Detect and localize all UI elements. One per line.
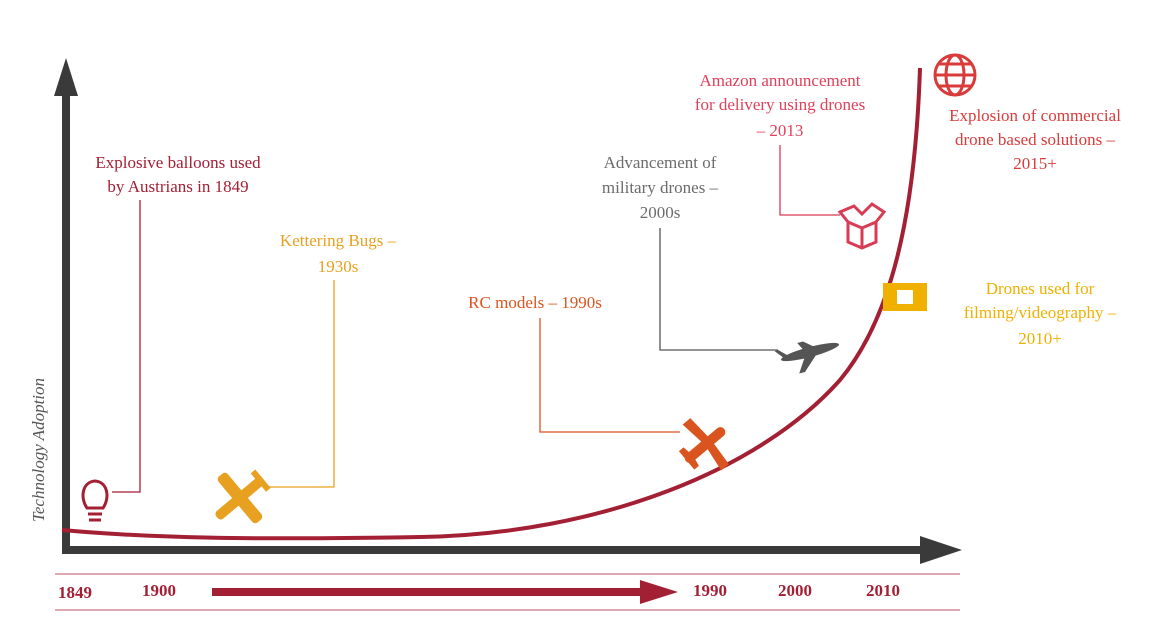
x-axis-arrow xyxy=(920,536,962,564)
y-axis-arrow xyxy=(54,58,78,96)
timeline-arrowhead xyxy=(640,580,678,604)
biplane-icon xyxy=(215,469,271,524)
plane-icon xyxy=(678,418,729,471)
film-icon xyxy=(883,283,927,311)
connectors xyxy=(112,145,840,493)
event-label: Kettering Bugs –1930s xyxy=(280,231,397,276)
bulb-icon xyxy=(81,479,109,522)
timeline-label: 2010 xyxy=(866,581,900,600)
event-label: Drones used for filming/videography –2010… xyxy=(964,279,1117,348)
event-label: Amazon announcement for delivery using dr… xyxy=(695,71,865,140)
event-label: RC models – 1990s xyxy=(468,293,602,312)
timeline-label: 2000 xyxy=(778,581,812,600)
globe-icon xyxy=(933,53,977,97)
adoption-curve xyxy=(61,67,922,541)
box-icon xyxy=(837,202,887,250)
timeline-label: 1990 xyxy=(693,581,727,600)
jet-icon xyxy=(774,341,840,374)
timeline-label: 1900 xyxy=(142,581,176,600)
event-label: Explosion of commercial drone based solut… xyxy=(949,106,1121,173)
axis-label: Technology Adoption xyxy=(29,378,48,522)
event-label: Advancement of military drones –2000s xyxy=(602,153,719,222)
event-label: Explosive balloons used by Austrians in 1… xyxy=(95,153,261,196)
timeline-label: 1849 xyxy=(58,583,92,602)
